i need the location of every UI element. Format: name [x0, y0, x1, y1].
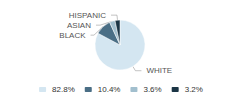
svg-text:82.8%: 82.8% — [52, 85, 75, 94]
svg-text:WHITE: WHITE — [146, 66, 172, 75]
svg-text:3.6%: 3.6% — [143, 85, 161, 94]
svg-text:3.2%: 3.2% — [185, 85, 203, 94]
svg-text:ASIAN: ASIAN — [67, 21, 91, 30]
svg-text:BLACK: BLACK — [59, 31, 86, 40]
svg-text:HISPANIC: HISPANIC — [69, 11, 106, 20]
svg-text:10.4%: 10.4% — [98, 85, 121, 94]
